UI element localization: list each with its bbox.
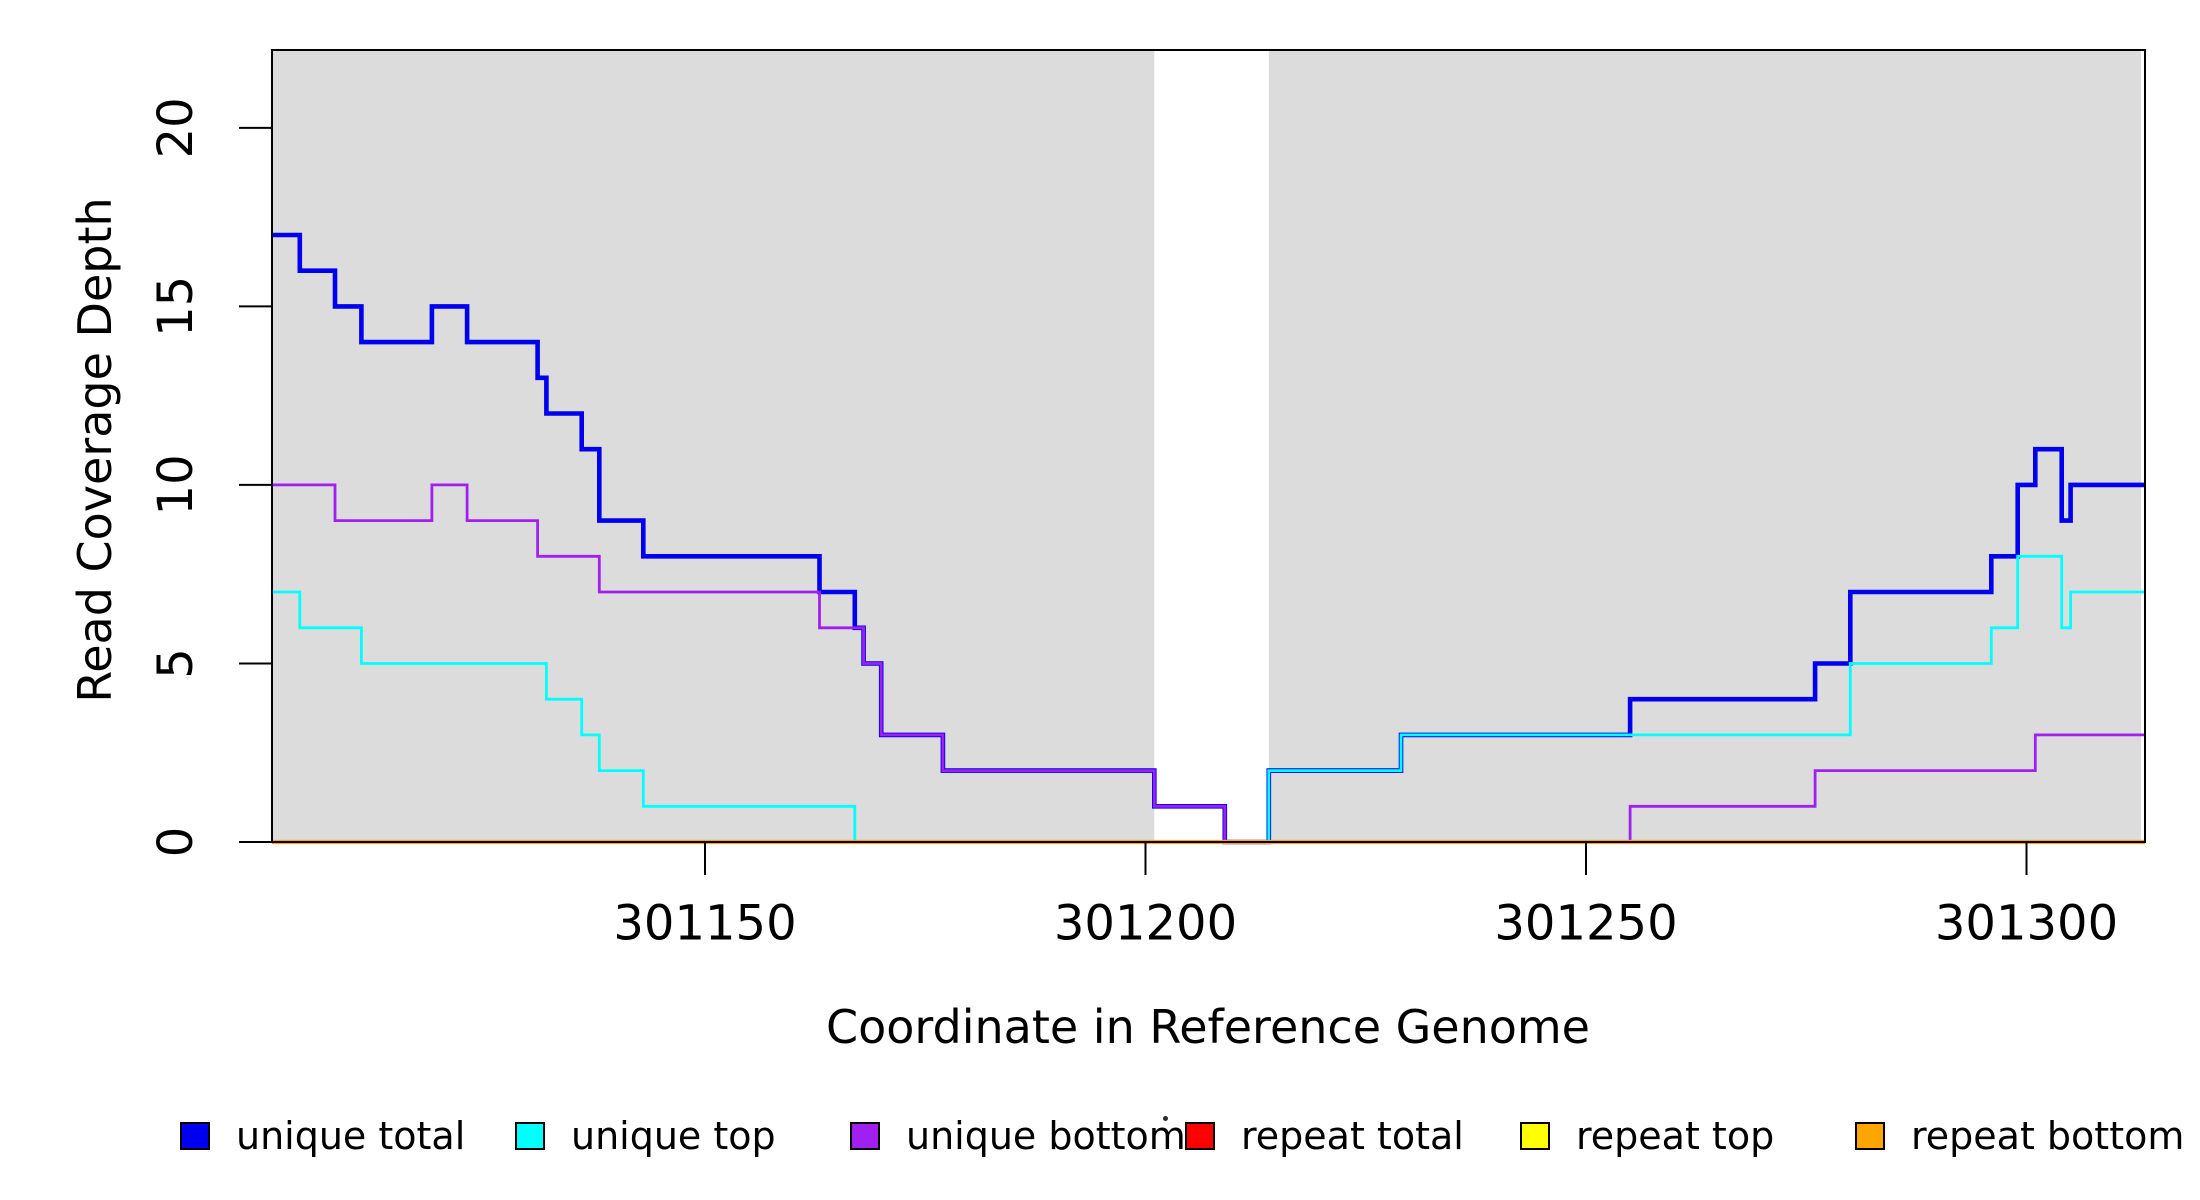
x-tick-label: 301250 [1494,895,1677,951]
match-region-left [272,50,1155,842]
series-line-unique-bottom [272,483,2145,844]
x-tick-label: 301300 [1935,895,2118,951]
y-tick-label: 5 [148,648,204,679]
match-region-right [1268,50,2142,842]
y-tick-label: 20 [148,97,204,158]
y-tick-label: 0 [148,827,204,858]
stray-mark-dot [1163,1116,1168,1121]
y-axis-title: Read Coverage Depth [68,197,122,703]
y-tick-label: 15 [148,276,204,337]
x-axis-title: Coordinate in Reference Genome [826,1000,1590,1054]
y-tick-label: 10 [148,454,204,515]
x-tick-label: 301200 [1054,895,1237,951]
x-tick-label: 301150 [613,895,796,951]
plot-box [271,49,2146,843]
